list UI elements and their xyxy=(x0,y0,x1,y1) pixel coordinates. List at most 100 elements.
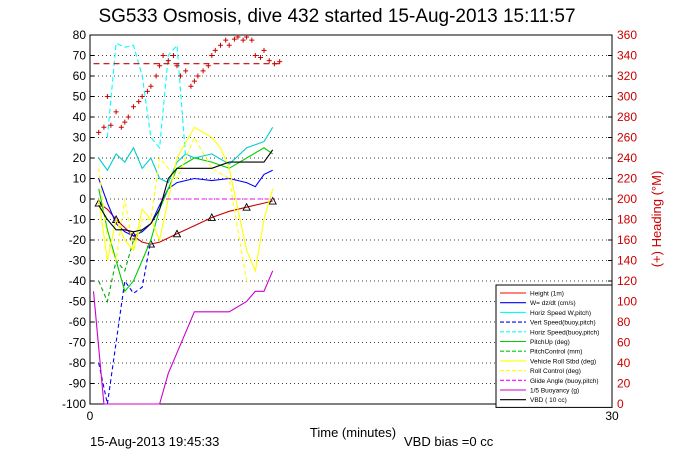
y-axis-right: 0 20 40 60 80 100 120 140 160 180 200 220 240 260 280 3… xyxy=(608,28,637,411)
y-tick-label: 40 xyxy=(73,110,87,124)
y-right-tick-label: 300 xyxy=(617,90,637,104)
y-tick-label: -50 xyxy=(69,295,87,309)
vbd-bias: VBD bias =0 cc xyxy=(404,434,494,449)
series-marker xyxy=(268,196,277,205)
y-tick-label: -20 xyxy=(69,233,87,247)
y-tick-label: -80 xyxy=(69,356,87,370)
legend-label: Vert Speed(buoy,pitch) xyxy=(530,320,596,327)
heading-marker xyxy=(205,63,211,69)
y-tick-label: 10 xyxy=(73,172,87,186)
series-marker xyxy=(242,202,251,211)
footer-date: 15-Aug-2013 19:45:33 xyxy=(90,434,219,449)
heading-marker xyxy=(122,119,128,125)
y-tick-label: 70 xyxy=(73,49,87,63)
legend-label: Horiz Speed(buoy,pitch) xyxy=(530,329,599,336)
heading-marker xyxy=(212,47,218,53)
y-axis-left: -100-90-80-70-60-50-40-30-20-10010203040… xyxy=(62,28,94,411)
y-tick-label: 0 xyxy=(79,192,86,206)
heading-marker xyxy=(157,63,163,69)
heading-layer xyxy=(93,34,283,135)
y-right-tick-label: 60 xyxy=(617,336,631,350)
y-right-tick-label: 340 xyxy=(617,49,637,63)
y-tick-label: 30 xyxy=(73,131,87,145)
heading-marker xyxy=(226,42,232,48)
legend-label: PitchUp (deg) xyxy=(530,339,570,346)
y-tick-label: -40 xyxy=(69,274,87,288)
legend-label: W= dz/dt (cm/s) xyxy=(530,300,576,307)
heading-marker xyxy=(160,53,166,58)
y-right-tick-label: 280 xyxy=(617,110,637,124)
legend-label: PitchControl (mm) xyxy=(530,349,582,356)
legend-box xyxy=(495,284,613,408)
heading-marker xyxy=(191,78,197,84)
heading-marker xyxy=(231,36,237,42)
y-right-tick-label: 260 xyxy=(617,131,637,145)
heading-marker xyxy=(218,42,223,48)
x-axis-label: Time (minutes) xyxy=(310,425,396,440)
heading-marker xyxy=(139,94,145,99)
legend-label: Glide Angle (buoy,pitch) xyxy=(530,378,599,385)
y-tick-label: -100 xyxy=(62,397,86,411)
y-right-tick-label: 120 xyxy=(617,274,637,288)
y-tick-label: 50 xyxy=(73,90,87,104)
grid-lines xyxy=(90,55,612,384)
heading-marker xyxy=(148,83,154,89)
y-right-tick-label: 40 xyxy=(617,356,631,370)
y-tick-label: 20 xyxy=(73,151,87,165)
y-right-tick-label: 80 xyxy=(617,315,631,329)
series-line xyxy=(98,136,248,282)
heading-marker xyxy=(125,114,131,120)
heading-marker xyxy=(258,55,264,61)
heading-marker xyxy=(165,58,171,64)
heading-marker xyxy=(177,73,183,79)
x-tick-label: 0 xyxy=(87,409,94,423)
heading-marker xyxy=(271,61,277,67)
heading-marker xyxy=(131,104,136,110)
y-right-tick-label: 160 xyxy=(617,233,637,247)
y-right-tick-label: 320 xyxy=(617,69,637,83)
y-tick-label: -60 xyxy=(69,315,87,329)
heading-marker xyxy=(249,37,255,43)
heading-marker xyxy=(240,37,246,43)
y-right-tick-label: 220 xyxy=(617,172,637,186)
heading-marker xyxy=(261,47,267,53)
y-axis-right-label: (+) Heading (°M) xyxy=(649,171,664,268)
legend: Height (1m) W= dz/dt (cm/s) Horiz Speed W,… xyxy=(495,284,613,408)
heading-marker xyxy=(195,73,201,79)
heading-marker xyxy=(252,53,258,58)
heading-marker xyxy=(174,63,180,69)
y-right-tick-label: 0 xyxy=(617,397,624,411)
heading-marker xyxy=(235,34,241,40)
y-right-tick-label: 360 xyxy=(617,28,637,42)
series-line xyxy=(92,270,274,405)
series-layer xyxy=(92,42,277,405)
series-line xyxy=(98,126,274,273)
y-tick-label: -10 xyxy=(69,213,87,227)
series-marker xyxy=(172,229,182,238)
y-right-tick-label: 180 xyxy=(617,213,637,227)
heading-marker xyxy=(223,37,229,43)
heading-marker xyxy=(266,58,272,64)
heading-marker xyxy=(277,59,283,65)
series-line xyxy=(106,42,187,159)
series-line xyxy=(98,229,143,304)
heading-marker xyxy=(200,68,206,74)
heading-marker xyxy=(108,122,114,128)
heading-marker xyxy=(183,68,189,74)
y-tick-label: 80 xyxy=(73,28,87,42)
heading-marker xyxy=(136,99,142,105)
y-tick-label: -30 xyxy=(69,254,87,268)
legend-label: Height (1m) xyxy=(530,291,564,298)
series-line xyxy=(98,127,274,184)
series-marker xyxy=(207,213,217,221)
heading-marker xyxy=(144,88,150,94)
legend-label: 1/5 Buoyancy (g) xyxy=(530,388,579,395)
y-right-tick-label: 20 xyxy=(617,377,631,391)
y-tick-label: -70 xyxy=(69,336,87,350)
heading-marker xyxy=(153,73,159,79)
chart-title: SG533 Osmosis, dive 432 started 15-Aug-2… xyxy=(98,6,575,27)
series-line xyxy=(98,200,273,245)
x-tick-label: 30 xyxy=(605,409,619,423)
y-right-tick-label: 100 xyxy=(617,295,637,309)
